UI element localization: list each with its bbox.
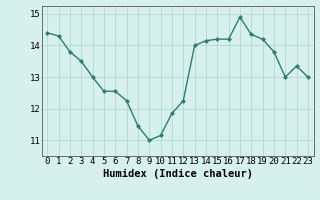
X-axis label: Humidex (Indice chaleur): Humidex (Indice chaleur) [103, 169, 252, 179]
